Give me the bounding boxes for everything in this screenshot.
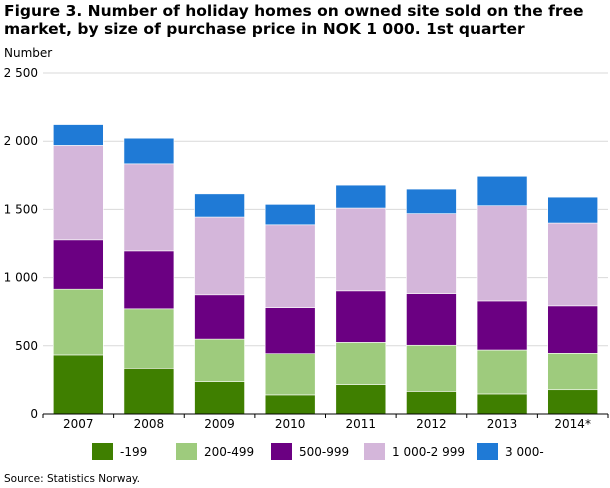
y-tick-label: 0 — [30, 407, 38, 421]
bar-segment-5 — [476, 175, 528, 207]
y-tick-label: 1 500 — [4, 202, 38, 216]
bar-segment-1 — [476, 393, 528, 415]
source-note: Source: Statistics Norway. — [4, 473, 140, 485]
bar-segment-1 — [406, 391, 457, 415]
bar-stack-2007 — [53, 124, 104, 415]
bar-segment-1 — [264, 394, 316, 415]
bar-stack-2011 — [335, 184, 387, 415]
bar-segment-5 — [53, 124, 104, 146]
y-tick-label: 2 000 — [4, 134, 38, 148]
bar-segment-2 — [406, 344, 457, 392]
legend-label: 1 000-2 999 — [392, 445, 465, 459]
y-tick-label: 500 — [15, 339, 38, 353]
legend-swatch — [92, 443, 113, 460]
bar-segment-1 — [547, 389, 598, 415]
legend-swatch — [477, 443, 498, 460]
bars — [53, 124, 598, 415]
legend: -199 200-499 500-999 1 000-2 999 3 000- — [92, 443, 544, 460]
bar-segment-5 — [194, 193, 245, 218]
bar-segment-2 — [335, 342, 387, 385]
y-tick-label: 1 000 — [4, 271, 38, 285]
legend-item-4: 1 000-2 999 — [364, 443, 465, 460]
bar-segment-4 — [476, 205, 528, 302]
bar-segment-3 — [547, 305, 598, 354]
bar-segment-1 — [123, 368, 175, 415]
bar-segment-4 — [335, 207, 387, 292]
bar-segment-2 — [476, 349, 528, 395]
x-tick-label: 2011 — [346, 417, 377, 431]
bar-segment-2 — [53, 288, 104, 356]
legend-item-2: 200-499 — [176, 443, 254, 460]
legend-swatch — [176, 443, 197, 460]
bar-segment-2 — [547, 353, 598, 391]
bar-segment-5 — [406, 188, 457, 214]
x-tick-label: 2014* — [554, 417, 591, 431]
y-tick-label: 2 500 — [4, 66, 38, 80]
bar-stack-2008 — [123, 137, 175, 415]
legend-swatch — [364, 443, 385, 460]
chart-title: Figure 3. Number of holiday homes on own… — [4, 2, 584, 38]
bar-segment-1 — [335, 384, 387, 415]
bar-segment-3 — [194, 294, 245, 340]
bar-segment-3 — [406, 293, 457, 346]
bar-segment-3 — [335, 290, 387, 343]
bar-segment-4 — [547, 222, 598, 307]
bar-stack-2012 — [406, 188, 457, 415]
bar-segment-5 — [264, 204, 316, 226]
legend-item-1: -199 — [92, 443, 147, 460]
bar-segment-3 — [264, 307, 316, 355]
x-tick-label: 2007 — [63, 417, 94, 431]
bar-segment-3 — [53, 239, 104, 290]
legend-item-3: 500-999 — [271, 443, 349, 460]
bar-segment-4 — [123, 163, 175, 252]
bar-stack-2013 — [476, 175, 528, 415]
legend-swatch — [271, 443, 292, 460]
bar-segment-4 — [194, 216, 245, 296]
legend-item-5: 3 000- — [477, 443, 544, 460]
bar-segment-3 — [476, 300, 528, 351]
legend-label: -199 — [120, 445, 147, 459]
bar-segment-2 — [194, 338, 245, 382]
bar-segment-1 — [194, 381, 245, 415]
x-tick-label: 2009 — [204, 417, 235, 431]
bar-stack-2010 — [264, 204, 316, 415]
x-tick-label: 2010 — [275, 417, 306, 431]
bar-segment-1 — [53, 354, 104, 415]
legend-label: 3 000- — [505, 445, 544, 459]
bar-segment-4 — [406, 213, 457, 294]
bar-segment-5 — [547, 196, 598, 224]
bar-segment-2 — [264, 353, 316, 396]
bar-segment-4 — [264, 224, 316, 308]
x-tick-label: 2012 — [416, 417, 447, 431]
legend-label: 200-499 — [204, 445, 254, 459]
x-tick-label: 2008 — [134, 417, 165, 431]
y-tick-labels: 0 500 1 000 1 500 2 000 2 500 — [4, 66, 38, 421]
bar-stack-2009 — [194, 193, 245, 415]
bar-segment-5 — [335, 184, 387, 209]
axes — [42, 413, 609, 418]
bar-segment-3 — [123, 250, 175, 310]
bar-segment-5 — [123, 137, 175, 165]
x-tick-label: 2013 — [487, 417, 518, 431]
legend-label: 500-999 — [299, 445, 349, 459]
y-axis-label: Number — [4, 46, 52, 60]
x-tick-labels: 2007 2008 2009 2010 2011 2012 2013 2014* — [63, 417, 591, 431]
bar-segment-2 — [123, 308, 175, 369]
bar-stack-2014 — [547, 196, 598, 415]
bar-segment-4 — [53, 145, 104, 241]
